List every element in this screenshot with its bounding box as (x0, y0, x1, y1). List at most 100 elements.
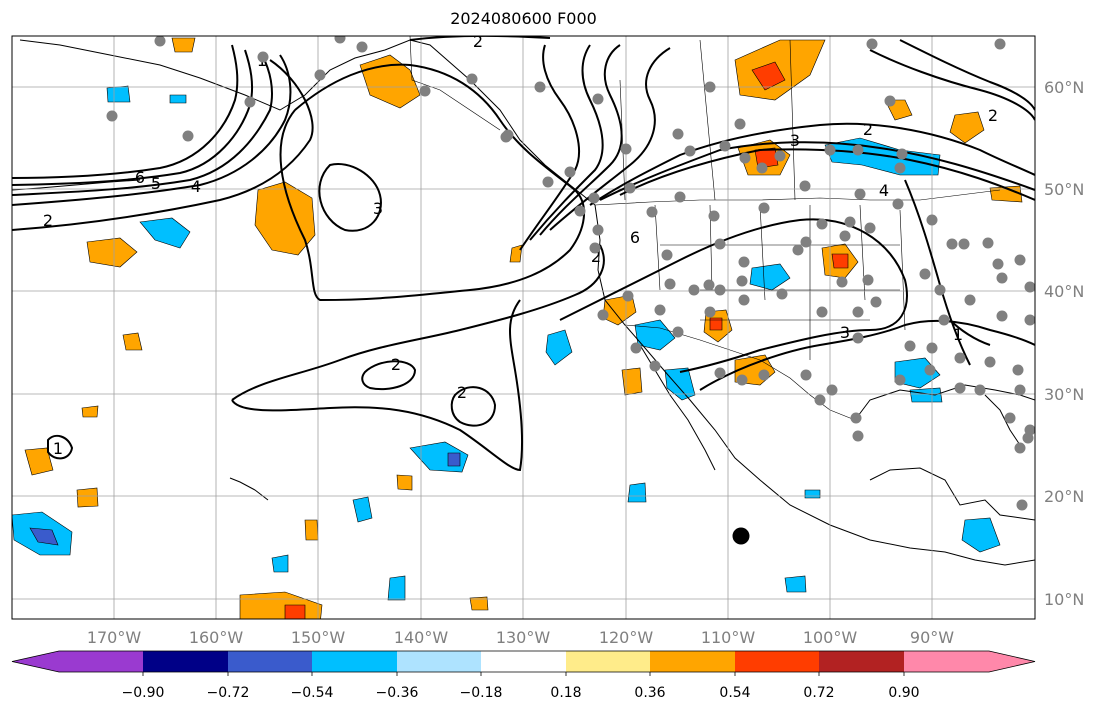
map-title: 2024080600 F000 (450, 9, 597, 28)
tropical-center-marker (732, 527, 750, 545)
station-marker (1012, 364, 1024, 376)
station-marker (854, 188, 866, 200)
station-markers (106, 36, 1035, 511)
contour-label: 1 (953, 325, 963, 344)
station-marker (826, 384, 838, 396)
station-marker (816, 306, 828, 318)
colorbar-tick-label: 0.18 (550, 685, 581, 701)
station-marker (703, 279, 715, 291)
negative-anomaly (545, 329, 573, 366)
negative-anomaly (271, 554, 289, 573)
station-marker (534, 81, 546, 93)
station-marker (894, 162, 906, 174)
station-marker (758, 202, 770, 214)
station-marker (500, 131, 512, 143)
contour-line (949, 319, 991, 346)
contour-label: 4 (191, 177, 201, 196)
colorbar-segment (143, 651, 228, 672)
station-marker (714, 284, 726, 296)
positive-anomaly (734, 39, 826, 101)
contour-label: 1 (53, 439, 63, 458)
positive-anomaly (86, 237, 138, 268)
colorbar (11, 650, 1036, 676)
station-marker (852, 430, 864, 442)
contour-line (559, 218, 908, 373)
contour-line (12, 54, 292, 206)
station-marker (866, 38, 878, 50)
station-marker (938, 314, 950, 326)
station-marker (839, 230, 851, 242)
station-marker (1014, 442, 1026, 454)
station-marker (800, 236, 812, 248)
contour-line (279, 63, 586, 302)
border-canada-us (594, 189, 1001, 206)
station-marker (852, 306, 864, 318)
station-marker (884, 95, 896, 107)
contour-label: 6 (135, 168, 145, 187)
positive-anomaly (949, 111, 985, 144)
station-marker (1024, 281, 1035, 293)
negative-anomaly (106, 85, 131, 103)
contour-label: 2 (473, 32, 483, 51)
latitude-labels: 60°N 50°N 40°N 30°N 20°N 10°N (1044, 78, 1084, 609)
station-marker (597, 309, 609, 321)
station-marker (356, 41, 368, 53)
station-marker (864, 222, 876, 234)
station-marker (1024, 314, 1035, 326)
station-marker (954, 352, 966, 364)
colorbar-tick-label: 0.90 (888, 685, 919, 701)
station-marker (574, 205, 586, 217)
colorbar-tick-label: 0.54 (719, 685, 750, 701)
station-marker (630, 342, 642, 354)
station-marker (836, 276, 848, 288)
station-marker (924, 364, 936, 376)
station-marker (738, 294, 750, 306)
colorbar-tick-label: −0.54 (291, 685, 334, 701)
negative-anomaly (664, 367, 696, 401)
station-marker (844, 216, 856, 228)
longitude-label: 130°W (496, 628, 551, 647)
contour-label: 2 (863, 120, 873, 139)
station-marker (934, 284, 946, 296)
station-marker (814, 394, 826, 406)
station-marker (564, 166, 576, 178)
longitude-labels: 170°W 160°W 150°W 140°W 130°W 120°W 110°… (87, 628, 954, 647)
station-marker (257, 51, 269, 63)
colorbar-min-arrow (12, 651, 59, 672)
station-marker (646, 206, 658, 218)
station-marker (992, 258, 1004, 270)
station-marker (799, 180, 811, 192)
contour-line (450, 386, 497, 427)
negative-anomaly (784, 575, 807, 593)
longitude-label: 150°W (291, 628, 346, 647)
contour-line (318, 163, 382, 232)
station-marker (994, 38, 1006, 50)
station-marker (1022, 432, 1034, 444)
longitude-label: 140°W (394, 628, 449, 647)
station-marker (419, 85, 431, 97)
station-marker (756, 162, 768, 174)
station-marker (926, 214, 938, 226)
colorbar-segment (59, 651, 143, 672)
station-marker (661, 249, 673, 261)
latitude-label: 60°N (1044, 78, 1084, 97)
strong-positive-anomaly (709, 317, 723, 331)
station-marker (1014, 254, 1026, 266)
station-marker (664, 278, 676, 290)
contour-line (539, 44, 623, 236)
positive-anomaly (81, 405, 99, 418)
contour-line (12, 59, 314, 231)
station-marker (958, 238, 970, 250)
state-lines (654, 204, 906, 360)
station-marker (734, 118, 746, 130)
colorbar-tick-label: 0.72 (803, 685, 834, 701)
contour-label: 3 (790, 131, 800, 150)
map-frame (11, 35, 1036, 620)
colorbar-tick-label: 0.36 (634, 685, 665, 701)
station-marker (589, 242, 601, 254)
negative-anomaly (139, 217, 191, 249)
contour-line (699, 319, 1035, 391)
station-marker (588, 192, 600, 204)
contour-label: 2 (43, 211, 53, 230)
station-marker (824, 144, 836, 156)
